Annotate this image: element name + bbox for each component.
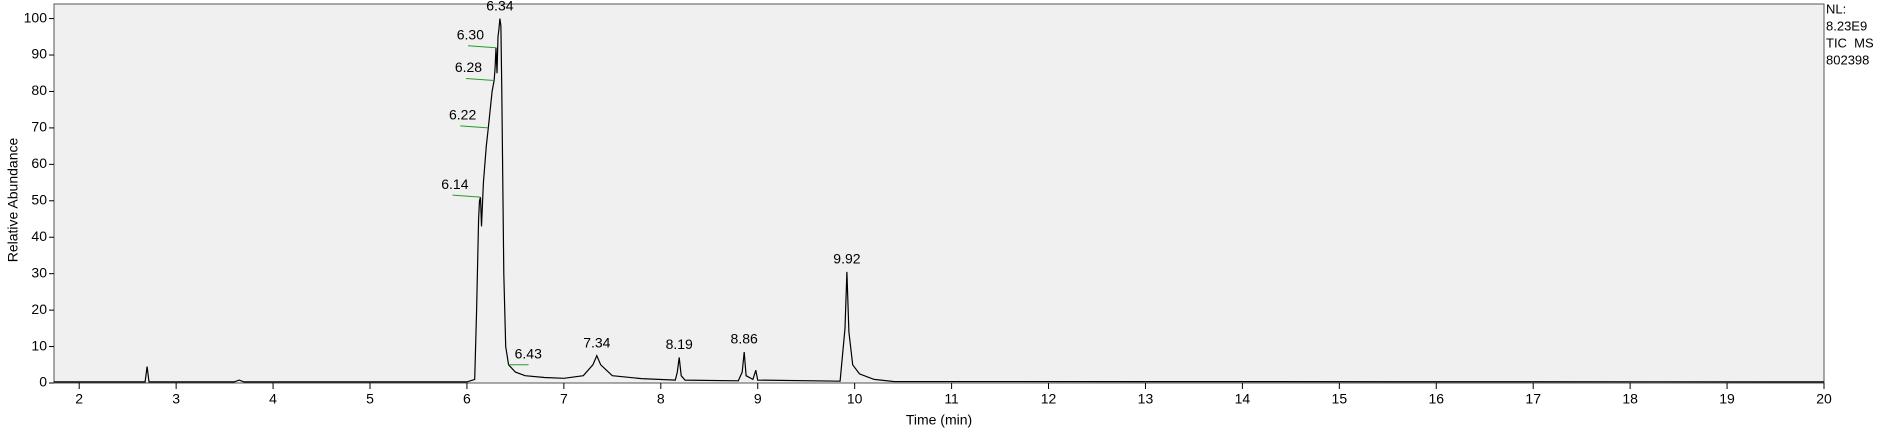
peak-label: 6.14 (441, 176, 468, 192)
x-tick-label: 5 (366, 391, 374, 407)
y-tick-label: 100 (24, 9, 48, 25)
x-tick-label: 12 (1041, 391, 1057, 407)
info-text: TIC MS (1826, 35, 1874, 50)
peak-label: 8.86 (731, 331, 758, 347)
peak-leader (467, 45, 497, 49)
x-tick-label: 13 (1138, 391, 1154, 407)
x-tick-label: 16 (1428, 391, 1444, 407)
peak-leader (466, 78, 495, 82)
peak-label: 6.30 (457, 26, 484, 42)
x-tick-label: 19 (1719, 391, 1735, 407)
x-tick-label: 10 (847, 391, 863, 407)
peak-label: 6.43 (515, 345, 542, 361)
y-tick-label: 30 (31, 264, 47, 280)
y-tick-label: 90 (31, 46, 47, 62)
x-tick-label: 4 (269, 391, 277, 407)
peak-label: 9.92 (833, 251, 860, 267)
info-text: 8.23E9 (1826, 18, 1867, 33)
x-tick-label: 7 (560, 391, 568, 407)
y-tick-label: 80 (31, 82, 47, 98)
x-tick-label: 20 (1816, 391, 1832, 407)
y-axis-title: Relative Abundance (5, 138, 21, 263)
y-tick-label: 70 (31, 119, 47, 135)
x-tick-label: 2 (75, 391, 83, 407)
trace (54, 18, 1825, 383)
peak-leader (452, 194, 481, 198)
x-axis-title: Time (min) (906, 412, 972, 428)
x-tick-label: 18 (1622, 391, 1638, 407)
peak-label: 8.19 (666, 336, 693, 352)
x-tick-label: 11 (944, 391, 959, 407)
peak-label: 6.34 (486, 0, 513, 13)
x-tick-label: 9 (754, 391, 762, 407)
x-tick-label: 6 (463, 391, 471, 407)
y-tick-label: 50 (31, 191, 47, 207)
peak-label: 6.22 (449, 107, 476, 123)
y-tick-label: 40 (31, 228, 47, 244)
plot-area (53, 3, 1825, 384)
y-tick-label: 10 (31, 337, 47, 353)
peak-label: 6.28 (455, 59, 482, 75)
info-text: NL: (1826, 1, 1846, 16)
x-tick-label: 8 (657, 391, 665, 407)
info-text: 802398 (1826, 52, 1869, 67)
y-tick-label: 0 (39, 374, 47, 390)
x-tick-label: 17 (1525, 391, 1541, 407)
x-tick-label: 14 (1235, 391, 1251, 407)
peak-label: 7.34 (583, 334, 610, 350)
x-tick-label: 15 (1332, 391, 1348, 407)
peak-leader (460, 125, 489, 129)
y-tick-label: 20 (31, 301, 47, 317)
x-tick-label: 3 (172, 391, 180, 407)
y-tick-label: 60 (31, 155, 47, 171)
